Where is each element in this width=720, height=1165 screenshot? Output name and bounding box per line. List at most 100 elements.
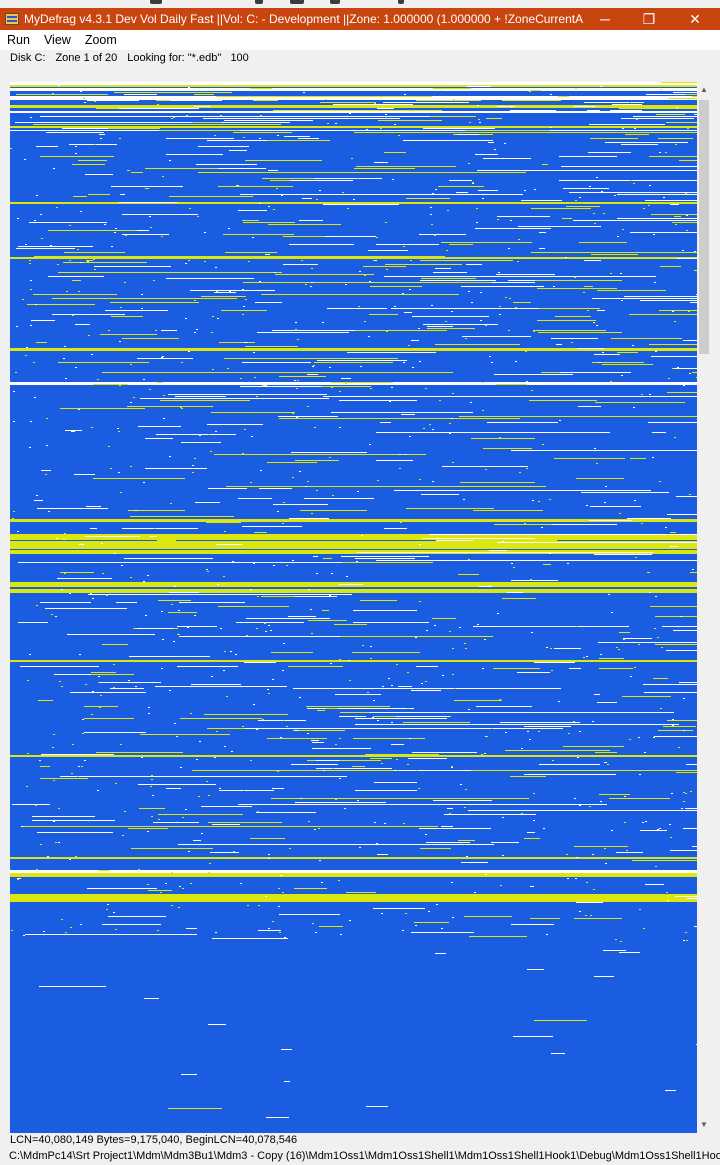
fragment-dot xyxy=(470,402,472,403)
fragment-dot xyxy=(510,220,512,221)
fragment-dot xyxy=(331,387,333,388)
fragment-dot xyxy=(502,817,504,818)
fragment-streak xyxy=(84,718,134,719)
fragment-dot xyxy=(590,915,592,916)
fragment-streak xyxy=(242,362,311,363)
menu-view[interactable]: View xyxy=(43,33,71,47)
fragment-streak xyxy=(539,232,546,233)
scroll-up-arrow-icon[interactable]: ▲ xyxy=(700,85,708,94)
fragment-streak xyxy=(456,192,468,193)
scroll-down-arrow-icon[interactable]: ▼ xyxy=(700,1120,708,1129)
fragment-dot xyxy=(138,869,140,870)
fragment-streak xyxy=(67,634,155,635)
fragment-streak xyxy=(675,896,697,897)
minimize-icon[interactable]: ─ xyxy=(600,11,610,27)
fragment-dot xyxy=(278,906,280,907)
fragment-dot xyxy=(256,628,258,629)
fragment-dot xyxy=(180,767,182,768)
fragment-dot xyxy=(571,342,573,343)
fragment-streak xyxy=(421,494,459,495)
fragment-dot xyxy=(316,199,318,200)
fragment-streak xyxy=(127,170,130,171)
fragment-dot xyxy=(308,821,310,822)
fragment-dot xyxy=(532,396,534,397)
window-title: MyDefrag v4.3.1 Dev Vol Daily Fast ||Vol… xyxy=(24,12,584,26)
fragment-dot xyxy=(469,874,471,875)
fragment-dot xyxy=(278,888,280,889)
fragment-streak xyxy=(289,518,329,519)
fragment-dot xyxy=(486,916,488,917)
fragment-dot xyxy=(675,144,677,145)
fragment-band xyxy=(10,857,697,859)
fragment-streak xyxy=(539,248,545,249)
fragment-streak xyxy=(171,112,200,113)
fragment-dot xyxy=(192,472,194,473)
fragment-dot xyxy=(314,427,316,428)
fragment-dot xyxy=(508,248,510,249)
fragment-dot xyxy=(509,298,511,299)
fragment-dot xyxy=(368,336,370,337)
title-bar[interactable]: MyDefrag v4.3.1 Dev Vol Daily Fast ||Vol… xyxy=(0,8,720,30)
fragment-dot xyxy=(147,575,149,576)
fragment-dot xyxy=(114,232,116,233)
fragment-streak xyxy=(186,928,197,929)
fragment-dot xyxy=(667,900,669,901)
fragment-streak xyxy=(308,620,347,621)
fragment-streak xyxy=(605,142,688,143)
fragment-dot xyxy=(170,503,172,504)
scrollbar-thumb[interactable] xyxy=(699,100,709,354)
fragment-band xyxy=(10,82,697,85)
fragment-streak xyxy=(672,368,697,369)
fragment-dot xyxy=(141,308,143,309)
disk-map-area[interactable] xyxy=(10,82,697,1133)
fragment-dot xyxy=(373,260,375,261)
fragment-dot xyxy=(299,471,301,472)
fragment-dot xyxy=(121,565,123,566)
fragment-dot xyxy=(259,203,261,204)
fragment-dot xyxy=(308,589,310,590)
fragment-streak xyxy=(380,422,391,423)
fragment-streak xyxy=(111,316,143,317)
fragment-streak xyxy=(610,126,621,127)
fragment-streak xyxy=(216,96,432,97)
fragment-streak xyxy=(507,592,523,593)
app-icon[interactable] xyxy=(4,11,20,27)
fragment-streak xyxy=(244,342,248,343)
fragment-streak xyxy=(542,164,548,165)
fragment-dot xyxy=(567,563,569,564)
fragment-streak xyxy=(302,198,312,199)
fragment-dot xyxy=(635,557,637,558)
fragment-streak xyxy=(356,166,456,167)
fragment-dot xyxy=(419,544,421,545)
fragment-dot xyxy=(672,311,674,312)
fragment-dot xyxy=(254,377,256,378)
fragment-dot xyxy=(435,189,437,190)
vertical-scrollbar[interactable]: ▲ ▼ xyxy=(697,82,711,1133)
fragment-dot xyxy=(188,851,190,852)
fragment-dot xyxy=(147,831,149,832)
fragment-streak xyxy=(621,118,694,119)
fragment-dot xyxy=(301,260,303,261)
menu-run[interactable]: Run xyxy=(7,33,30,47)
fragment-dot xyxy=(311,513,313,514)
maximize-icon[interactable]: ❐ xyxy=(642,11,656,27)
menu-zoom[interactable]: Zoom xyxy=(84,33,117,47)
fragment-dot xyxy=(585,915,587,916)
fragment-streak xyxy=(530,886,534,887)
fragment-streak xyxy=(37,832,113,833)
fragment-streak xyxy=(25,934,197,935)
fragment-dot xyxy=(27,680,29,681)
fragment-streak xyxy=(551,338,598,339)
fragment-streak xyxy=(561,458,625,459)
fragment-dot xyxy=(186,115,188,116)
fragment-streak xyxy=(307,374,318,375)
fragment-dot xyxy=(185,85,187,86)
taskbar-glimpse xyxy=(330,0,340,4)
fragment-dot xyxy=(163,395,165,396)
fragment-streak xyxy=(560,372,631,373)
fragment-streak xyxy=(524,774,616,775)
status-path-line: C:\MdmPc14\Srt Project1\Mdm\Mdm3Bu1\Mdm3… xyxy=(9,1150,720,1162)
fragment-streak xyxy=(598,642,697,643)
fragment-dot xyxy=(282,523,284,524)
close-icon[interactable]: ✕ xyxy=(689,11,701,27)
